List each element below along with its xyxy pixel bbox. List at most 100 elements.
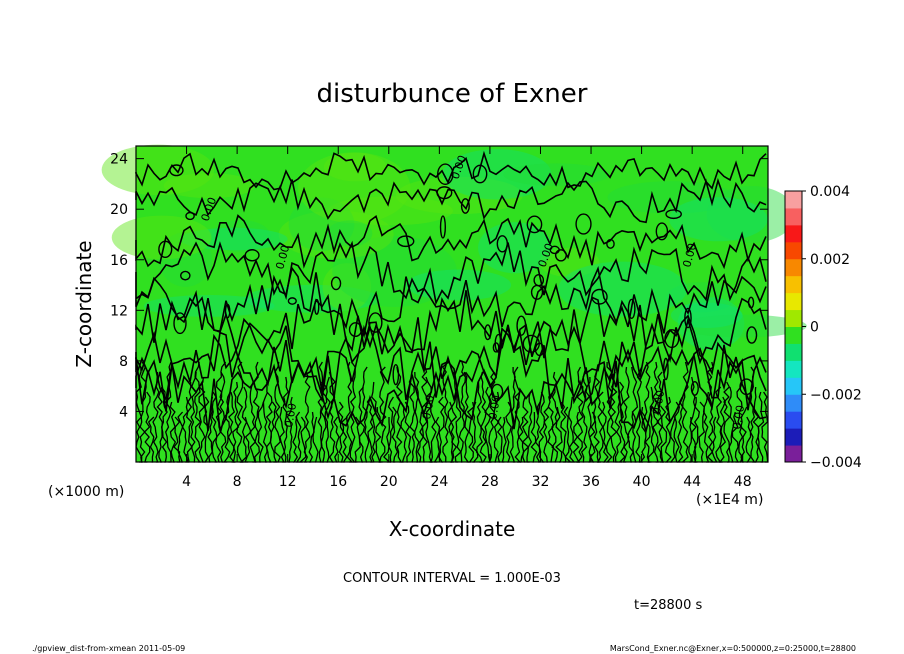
contour-line	[286, 396, 293, 463]
contour-line	[521, 396, 530, 463]
colorbar-tick-label: −0.002	[810, 387, 862, 403]
contour-line	[223, 391, 231, 463]
contour-line	[169, 401, 177, 463]
z-tick-label: 24	[110, 152, 128, 168]
contour-line	[505, 401, 512, 463]
x-axis: 4 8 12 16 20 24 28 32 36 40 44 48	[182, 146, 752, 490]
contour-line	[358, 386, 366, 463]
contour-line	[585, 376, 592, 463]
contour-label: 0.00	[650, 389, 667, 415]
contour-line	[244, 416, 252, 463]
contour-loop	[690, 380, 699, 396]
contour-line	[568, 396, 576, 463]
contour-loop	[180, 270, 191, 281]
contour-loop	[244, 249, 260, 262]
contour-line	[718, 396, 727, 463]
contour-line	[194, 361, 202, 463]
contour-loop	[158, 240, 173, 259]
z-tick-label: 20	[110, 202, 128, 218]
contour-line	[622, 366, 630, 463]
contour-line	[647, 386, 655, 463]
contour-line	[312, 416, 319, 463]
contour-line	[706, 361, 715, 463]
contour-line	[177, 411, 184, 463]
contour-line	[463, 371, 470, 463]
contour-line	[262, 391, 269, 463]
contour-line	[723, 381, 731, 463]
contour-line	[257, 401, 265, 463]
contour-line	[711, 416, 718, 463]
contour-line	[702, 391, 710, 463]
contour-line	[509, 367, 516, 463]
contour-line	[669, 416, 676, 463]
contour-line	[279, 406, 286, 463]
contour-line	[547, 391, 555, 463]
shade-patches	[101, 144, 807, 351]
contour-loop	[439, 215, 447, 239]
contour-line	[370, 381, 377, 463]
contour-loop	[575, 213, 592, 235]
footer-left: ./gpview_dist-from-xmean 2011-05-09	[32, 644, 185, 653]
contour-line	[627, 411, 635, 463]
contour-line	[757, 391, 765, 463]
contour-line	[328, 371, 336, 463]
contour-loop	[484, 324, 492, 341]
shade-patch	[677, 314, 807, 338]
contour-line	[274, 361, 281, 463]
contour-line	[496, 416, 503, 463]
contour-line	[447, 401, 454, 463]
shade-patch	[677, 297, 745, 351]
contour-label: 0.00	[273, 244, 292, 271]
colorbar-segment	[785, 326, 802, 344]
x-tick-label: 8	[233, 474, 242, 490]
shade-patch	[478, 222, 552, 274]
colorbar-tick-label: −0.004	[810, 455, 862, 471]
plot-area: 0.000.000.000.00 0.000.00 0.00 0.00 0.000.00	[101, 144, 807, 463]
contour-line	[324, 376, 331, 463]
contour-line	[745, 416, 752, 463]
contour-line	[466, 401, 475, 463]
contour-loop	[492, 342, 500, 353]
contour-line	[618, 381, 626, 463]
contour-line	[441, 361, 450, 463]
contour-line	[543, 406, 550, 463]
contour-line	[135, 314, 767, 392]
contour-loop	[627, 298, 636, 320]
shade-patch	[405, 269, 512, 301]
contour-loop	[664, 329, 680, 349]
colorbar-segment	[785, 377, 802, 395]
contour-line	[337, 401, 345, 463]
contour-line	[643, 361, 651, 463]
contour-line	[681, 361, 689, 463]
colorbar-segment	[785, 428, 802, 446]
contour-loop	[739, 378, 754, 396]
contour-line	[501, 416, 507, 463]
colorbar-segment	[785, 241, 802, 260]
contour-loop	[169, 164, 184, 177]
contour-loop	[436, 186, 453, 200]
colorbar-segment	[785, 224, 802, 243]
contour-line	[404, 401, 412, 463]
contour-line	[160, 386, 168, 463]
contour-line	[207, 396, 214, 463]
contour-loop	[392, 363, 400, 386]
contour-line	[239, 386, 248, 463]
contour-line	[413, 371, 420, 463]
contour-line	[391, 406, 399, 463]
plot-frame	[135, 145, 769, 463]
contour-line	[236, 361, 244, 463]
contour-loop	[591, 288, 608, 305]
contour-line	[282, 376, 289, 463]
colorbar-segment	[785, 445, 802, 463]
z-axis: 4 8 12 16 20 24	[110, 152, 768, 420]
contour-line	[252, 361, 260, 463]
contour-line	[232, 381, 240, 463]
contour-line	[265, 381, 273, 463]
contour-loop	[173, 312, 187, 335]
contour-loop	[224, 303, 231, 319]
contour-line	[727, 386, 735, 463]
colorbar-tick-label: 0	[810, 320, 819, 336]
x-tick-label: 4	[182, 474, 191, 490]
contour-line	[576, 366, 584, 463]
shade-patch	[706, 185, 796, 243]
